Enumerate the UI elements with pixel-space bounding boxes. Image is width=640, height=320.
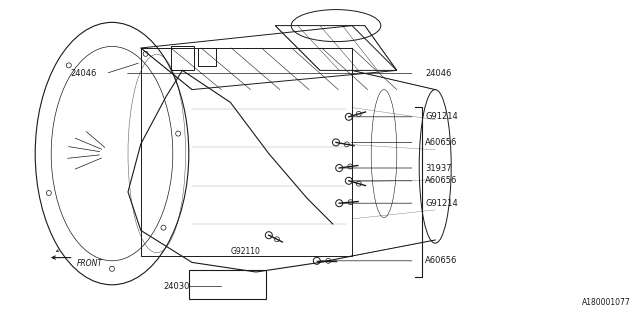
Text: 24046: 24046 (426, 69, 452, 78)
Text: G91214: G91214 (426, 112, 458, 121)
Text: A180001077: A180001077 (582, 298, 630, 307)
Text: A60656: A60656 (426, 138, 458, 147)
Text: G91214: G91214 (426, 199, 458, 208)
Text: G92110: G92110 (230, 247, 260, 256)
Bar (198, 48, 216, 66)
Text: A60656: A60656 (426, 256, 458, 265)
Text: FRONT: FRONT (77, 260, 103, 268)
Bar (171, 46, 194, 70)
Bar (189, 270, 266, 299)
Text: 24030: 24030 (163, 282, 189, 291)
Text: 24046: 24046 (70, 69, 97, 78)
Text: A60656: A60656 (426, 176, 458, 185)
Text: 31937: 31937 (426, 164, 452, 172)
